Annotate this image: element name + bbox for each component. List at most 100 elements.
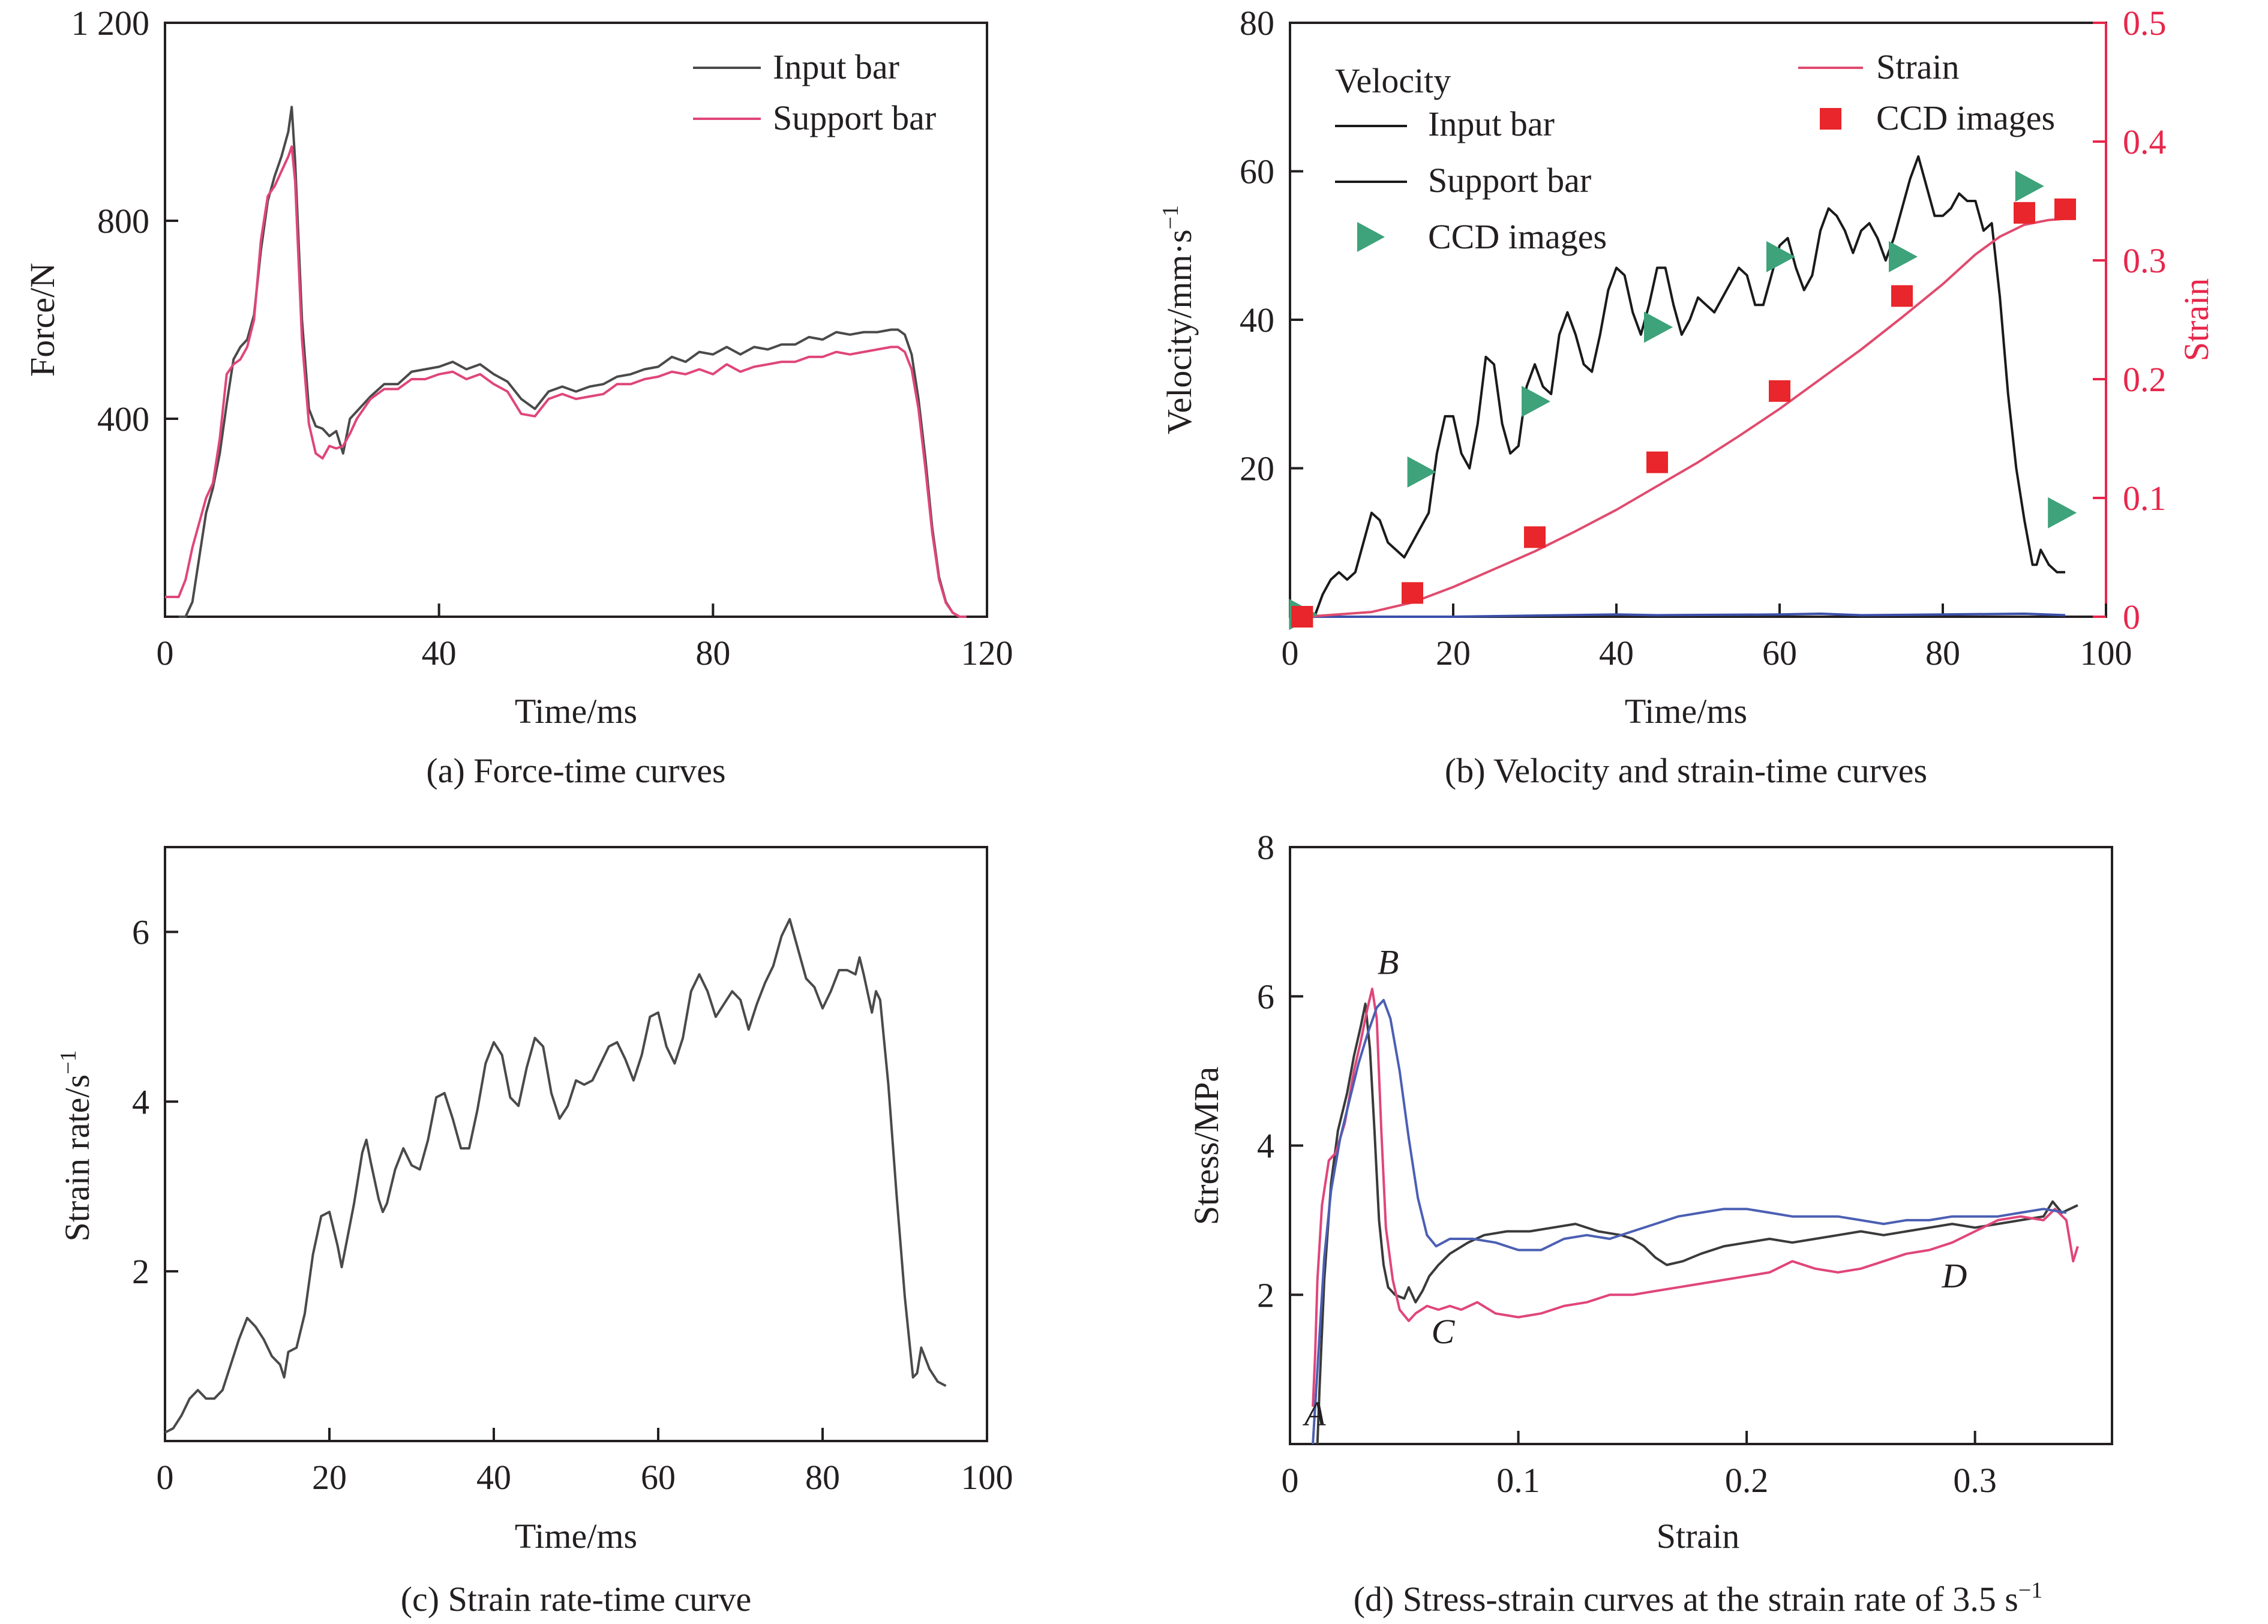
panel-a-force-time: 0 40 80 120 400 800 1 200 Force/N Time/ms (a) … <box>23 4 1013 790</box>
x-tick-label: 120 <box>961 634 1013 673</box>
x-tick-label: 40 <box>422 634 457 673</box>
ccd-triangle-marker <box>1766 241 1795 272</box>
y-tick-label: 80 <box>1240 4 1274 43</box>
legend-swatch-ccd-square <box>1820 108 1841 130</box>
series-layer <box>165 106 967 618</box>
y-tick-label: 8 <box>1257 828 1274 867</box>
y-tick-label: 60 <box>1240 152 1274 191</box>
x-tick-label: 40 <box>1599 634 1634 673</box>
y2-tick-label: 0.4 <box>2123 122 2167 161</box>
ccd-square-marker <box>1524 526 1546 548</box>
panel-caption-text: (d) Stress-strain curves at the strain r… <box>1354 1580 2018 1619</box>
ccd-square-marker <box>1646 451 1668 473</box>
y-axis-title-superscript: −1 <box>1158 205 1183 229</box>
ccd-square-marker <box>1402 582 1423 604</box>
x-tick-label: 80 <box>1925 634 1960 673</box>
annotation-c: C <box>1432 1312 1456 1351</box>
annotation-a: A <box>1302 1394 1326 1433</box>
y2-tick-label: 0.5 <box>2123 4 2167 43</box>
ccd-triangle-marker <box>1644 311 1673 343</box>
ticks: 0 20 40 60 80 100 2 4 6 <box>132 912 1013 1497</box>
x-tick-label: 0 <box>157 1458 174 1497</box>
plot-frame <box>164 846 988 1442</box>
x-tick-label: 80 <box>695 634 730 673</box>
y-tick-label: 4 <box>1257 1127 1274 1166</box>
annotation-b: B <box>1378 942 1399 981</box>
x-tick-label: 0.3 <box>1953 1461 1997 1500</box>
ticks: 0 40 80 120 400 800 1 200 <box>71 4 1013 673</box>
ccd-triangle-marker <box>1522 386 1550 418</box>
y2-tick-label: 0.2 <box>2123 360 2167 399</box>
panel-caption: (c) Strain rate-time curve <box>401 1580 752 1619</box>
x-tick-label: 100 <box>961 1458 1013 1497</box>
y-tick-label: 4 <box>132 1082 149 1121</box>
y-tick-label: 20 <box>1240 449 1274 488</box>
plot-frame <box>164 22 988 618</box>
panel-caption-superscript: −1 <box>2018 1578 2042 1603</box>
panel-caption: (b) Velocity and strain-time curves <box>1445 751 1927 790</box>
series-line-1 <box>164 918 947 1434</box>
x-tick-label: 0 <box>1282 634 1299 673</box>
ccd-square-marker <box>2054 198 2076 220</box>
panel-b-velocity-strain: 0 20 40 60 80 100 20 40 60 80 0 0.1 0.2 0.3 0.4 0.5 Vel… <box>1158 4 2216 790</box>
panel-caption: (d) Stress-strain curves at the strain r… <box>1354 1578 2043 1619</box>
y-tick-label: 40 <box>1240 301 1274 340</box>
ccd-triangle-marker <box>2048 497 2077 529</box>
x-tick-label: 100 <box>2080 634 2132 673</box>
ticks: 0 20 40 60 80 100 20 40 60 80 0 0.1 0.2 0.3 0.4 0.5 <box>1240 4 2167 673</box>
legend-label-support-bar: Support bar <box>773 98 936 137</box>
x-tick-label: 60 <box>641 1458 676 1497</box>
series-line-support-bar <box>165 145 967 618</box>
y2-tick-label: 0.3 <box>2123 241 2167 280</box>
annotations: A B C D <box>1302 942 1967 1433</box>
series-line-input-bar <box>1313 155 2065 617</box>
y-axis-title-superscript: −1 <box>56 1050 81 1074</box>
y-tick-label: 800 <box>97 202 149 241</box>
legend: Velocity Input bar Support bar CCD image… <box>1335 47 2055 256</box>
legend-title-velocity: Velocity <box>1335 61 1451 100</box>
ccd-triangle-marker <box>1407 456 1436 488</box>
x-tick-label: 40 <box>476 1458 511 1497</box>
x-tick-label: 0.2 <box>1725 1461 1769 1500</box>
panel-d-stress-strain: 0 0.1 0.2 0.3 2 4 6 8 A B C D Stress/MPa Strain (d… <box>1187 828 2113 1619</box>
series-line-2 <box>1312 987 2079 1407</box>
x-tick-label: 20 <box>1436 634 1471 673</box>
x-tick-label: 0 <box>157 634 174 673</box>
x-tick-label: 0 <box>1282 1461 1299 1500</box>
ticks: 0 0.1 0.2 0.3 2 4 6 8 <box>1257 828 1997 1500</box>
y-tick-label: 400 <box>97 400 149 439</box>
series-line-support-bar <box>1306 613 2066 618</box>
y-axis-title: Strain rate/s−1 <box>56 1050 97 1241</box>
series-line-3 <box>1312 999 2067 1445</box>
x-axis-title: Strain <box>1657 1517 1740 1556</box>
y-tick-label: 6 <box>132 912 149 951</box>
legend-label-support-bar: Support bar <box>1428 161 1591 200</box>
legend-label-input-bar: Input bar <box>773 47 899 86</box>
series-layer <box>1312 987 2079 1445</box>
y-tick-label: 2 <box>1257 1275 1274 1314</box>
y-axis-title-text: Velocity/mm·s <box>1160 229 1199 434</box>
x-axis-title: Time/ms <box>1625 692 1747 731</box>
x-tick-label: 60 <box>1762 634 1797 673</box>
y2-tick-label: 0 <box>2123 598 2140 637</box>
ccd-triangle-marker <box>1889 241 1918 272</box>
y-axis-title: Force/N <box>23 263 62 377</box>
y-axis-title: Velocity/mm·s−1 <box>1158 205 1199 434</box>
x-tick-label: 80 <box>805 1458 840 1497</box>
x-tick-label: 0.1 <box>1496 1461 1540 1500</box>
y-axis-title-text: Strain rate/s <box>58 1074 97 1242</box>
legend-label-ccd-triangle: CCD images <box>1428 217 1607 256</box>
y-tick-label: 6 <box>1257 977 1274 1016</box>
legend-label-strain: Strain <box>1876 47 1960 86</box>
ccd-square-marker <box>1291 606 1313 628</box>
plot-frame <box>1289 846 2113 1445</box>
series-line-1 <box>1316 1002 2078 1445</box>
y-tick-label: 1 200 <box>71 4 150 43</box>
x-tick-label: 20 <box>312 1458 347 1497</box>
series-line-input-bar <box>178 106 967 618</box>
y2-axis-title: Strain <box>2177 278 2216 362</box>
legend-swatch-ccd-triangle <box>1357 222 1385 252</box>
series-layer <box>1289 155 2077 631</box>
